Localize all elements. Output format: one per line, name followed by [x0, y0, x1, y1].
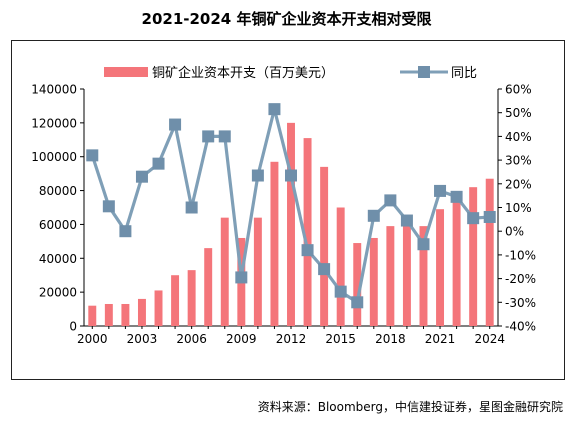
legend-bar-label: 铜矿企业资本开支（百万美元）	[152, 65, 334, 81]
capex-bar	[386, 226, 395, 326]
capex-bar	[137, 298, 146, 326]
left-tick-label: 140000	[31, 83, 77, 97]
yoy-point	[169, 118, 182, 131]
legend-line-marker	[418, 66, 430, 78]
yoy-point	[384, 194, 397, 207]
chart-title: 2021-2024 年铜矿企业资本开支相对受限	[141, 10, 432, 28]
capex-bar	[171, 275, 180, 326]
left-tick-label: 80000	[39, 184, 77, 198]
capex-bar	[369, 237, 378, 326]
x-tick-label: 2024	[474, 332, 505, 346]
x-tick-label: 2021	[425, 332, 456, 346]
yoy-point	[86, 149, 99, 162]
x-tick-label: 2018	[375, 332, 406, 346]
capex-chart: 铜矿企业资本开支（百万美元） 同比 0 20000 40000 60000 80000 1…	[31, 65, 536, 347]
yoy-point	[202, 130, 215, 143]
left-tick-label: 60000	[39, 218, 77, 232]
yoy-point	[152, 157, 165, 170]
capex-bar	[204, 248, 213, 326]
right-tick-label: 0%	[505, 225, 524, 239]
x-tick-label: 2003	[127, 332, 158, 346]
yoy-point	[400, 214, 413, 227]
capex-bar	[419, 226, 428, 326]
yoy-point	[467, 212, 480, 225]
right-tick-label: -20%	[505, 272, 536, 286]
yoy-point	[135, 170, 148, 183]
right-tick-label: -40%	[505, 320, 536, 334]
yoy-point	[301, 244, 314, 257]
capex-bar	[187, 270, 196, 326]
capex-bar	[485, 178, 494, 326]
right-tick-label: -30%	[505, 296, 536, 310]
capex-bar	[402, 221, 411, 326]
yoy-point	[268, 103, 281, 116]
right-tick-label: 10%	[505, 201, 532, 215]
x-tick-label: 2000	[77, 332, 108, 346]
right-tick-label: 50%	[505, 106, 532, 120]
left-tick-label: 100000	[31, 150, 77, 164]
x-tick-label: 2015	[325, 332, 356, 346]
legend: 铜矿企业资本开支（百万美元） 同比	[104, 65, 477, 81]
yoy-point	[351, 296, 364, 309]
capex-bar	[88, 305, 97, 326]
left-tick-label: 120000	[31, 116, 77, 130]
yoy-point	[483, 210, 496, 223]
capex-bar	[336, 207, 345, 326]
yoy-point	[185, 201, 198, 214]
yoy-point	[434, 184, 447, 197]
yoy-point	[334, 285, 347, 298]
right-tick-label: -10%	[505, 248, 536, 262]
capex-bar	[154, 290, 163, 326]
x-tick-label: 2009	[226, 332, 257, 346]
yoy-point	[235, 271, 248, 284]
chart-frame: 铜矿企业资本开支（百万美元） 同比 0 20000 40000 60000 80000 1…	[11, 40, 565, 380]
capex-bar	[287, 122, 295, 326]
yoy-point	[285, 169, 297, 182]
right-tick-label: 30%	[505, 154, 532, 168]
yoy-point	[450, 190, 463, 203]
capex-bar	[452, 192, 461, 326]
left-tick-label: 0	[69, 320, 77, 334]
source-note: 资料来源：Bloomberg，中信建投证券，星图金融研究院	[257, 400, 563, 414]
axes: 0 20000 40000 60000 80000 100000 120000 140000 -…	[31, 83, 536, 347]
yoy-point	[367, 209, 380, 222]
legend-bar-swatch	[104, 67, 148, 77]
yoy-point	[251, 169, 264, 182]
x-tick-label: 2012	[276, 332, 307, 346]
x-tick-label: 2006	[176, 332, 207, 346]
right-tick-label: 20%	[505, 177, 532, 191]
yoy-point	[102, 200, 115, 213]
yoy-point	[119, 225, 132, 238]
legend-line-label: 同比	[451, 66, 477, 81]
line-series	[86, 103, 496, 309]
capex-bar	[320, 166, 329, 326]
capex-bar	[121, 303, 130, 326]
capex-bar	[436, 209, 445, 326]
right-tick-label: 60%	[505, 83, 532, 97]
yoy-point	[318, 263, 331, 276]
left-tick-label: 40000	[39, 252, 77, 266]
capex-bar	[104, 303, 113, 326]
bar-series	[88, 122, 494, 326]
left-tick-label: 20000	[39, 286, 77, 300]
capex-bar	[469, 187, 478, 326]
yoy-point	[218, 130, 231, 143]
capex-bar	[253, 217, 262, 326]
capex-bar	[303, 138, 312, 326]
capex-bar	[220, 217, 229, 326]
capex-bar	[353, 243, 362, 326]
capex-bar	[270, 161, 279, 326]
yoy-point	[417, 238, 430, 251]
right-tick-label: 40%	[505, 130, 532, 144]
